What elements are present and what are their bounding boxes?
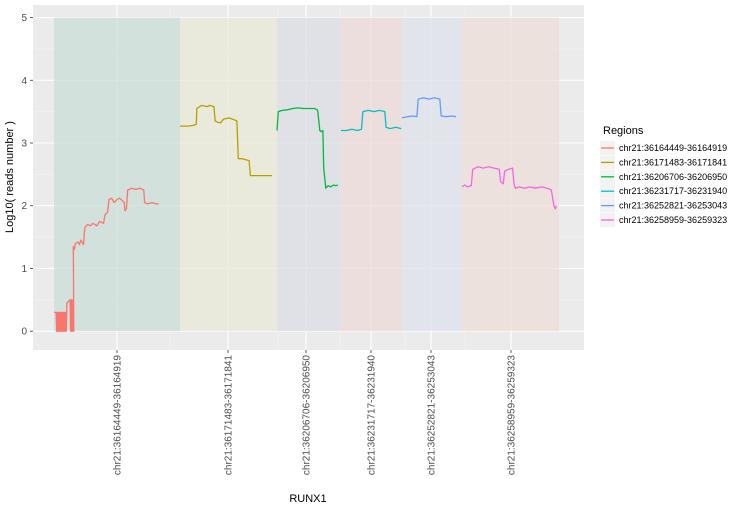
x-tick-label: chr21:36231717-36231940 bbox=[367, 355, 378, 476]
region-band bbox=[277, 17, 341, 332]
series-line bbox=[180, 104, 273, 177]
y-tick-label: 4 bbox=[21, 76, 27, 87]
series-line bbox=[341, 109, 402, 132]
legend-label: chr21:36252821-36253043 bbox=[619, 201, 727, 211]
series-line bbox=[401, 97, 457, 119]
legend: Regions chr21:36164449-36164919chr21:361… bbox=[600, 125, 727, 227]
x-tick-label: chr21:36171483-36171841 bbox=[224, 355, 235, 476]
region-band bbox=[402, 17, 462, 332]
x-tick-label: chr21:36206706-36206950 bbox=[302, 355, 313, 476]
x-tick-label: chr21:36164449-36164919 bbox=[113, 355, 124, 476]
y-axis-title: Log10( reads number ) bbox=[4, 121, 16, 233]
region-bands bbox=[54, 17, 559, 332]
y-tick-label: 0 bbox=[21, 327, 27, 338]
y-axis: 0 1 2 3 4 5 bbox=[21, 13, 33, 338]
x-axis: chr21:36164449-36164919 chr21:36171483-36… bbox=[113, 350, 518, 475]
legend-items: chr21:36164449-36164919 chr21:36171483-36… bbox=[600, 141, 727, 227]
x-tick-label: chr21:36252821-36253043 bbox=[427, 355, 438, 476]
series-line bbox=[461, 166, 557, 210]
region-band bbox=[462, 17, 559, 332]
legend-title: Regions bbox=[603, 125, 644, 137]
y-tick-label: 3 bbox=[21, 139, 27, 150]
legend-label: chr21:36258959-36259323 bbox=[619, 215, 727, 225]
y-tick-label: 1 bbox=[21, 264, 27, 275]
legend-label: chr21:36206706-36206950 bbox=[619, 172, 727, 182]
region-band bbox=[341, 17, 402, 332]
legend-label: chr21:36164449-36164919 bbox=[619, 143, 727, 153]
x-tick-label: chr21:36258959-36259323 bbox=[507, 355, 518, 476]
region-band bbox=[180, 17, 277, 332]
x-axis-title: RUNX1 bbox=[289, 493, 326, 505]
legend-label: chr21:36231717-36231940 bbox=[619, 186, 727, 196]
region-band bbox=[54, 17, 180, 332]
series-lines bbox=[54, 97, 557, 332]
series-line bbox=[276, 107, 339, 189]
y-tick-label: 5 bbox=[21, 13, 27, 24]
legend-label: chr21:36171483-36171841 bbox=[619, 157, 727, 167]
series-line bbox=[54, 187, 159, 332]
y-tick-label: 2 bbox=[21, 201, 27, 212]
